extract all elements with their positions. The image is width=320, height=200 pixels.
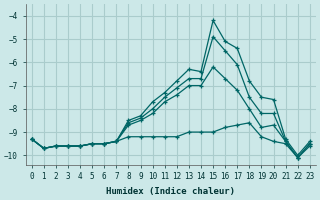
X-axis label: Humidex (Indice chaleur): Humidex (Indice chaleur) [106,187,235,196]
